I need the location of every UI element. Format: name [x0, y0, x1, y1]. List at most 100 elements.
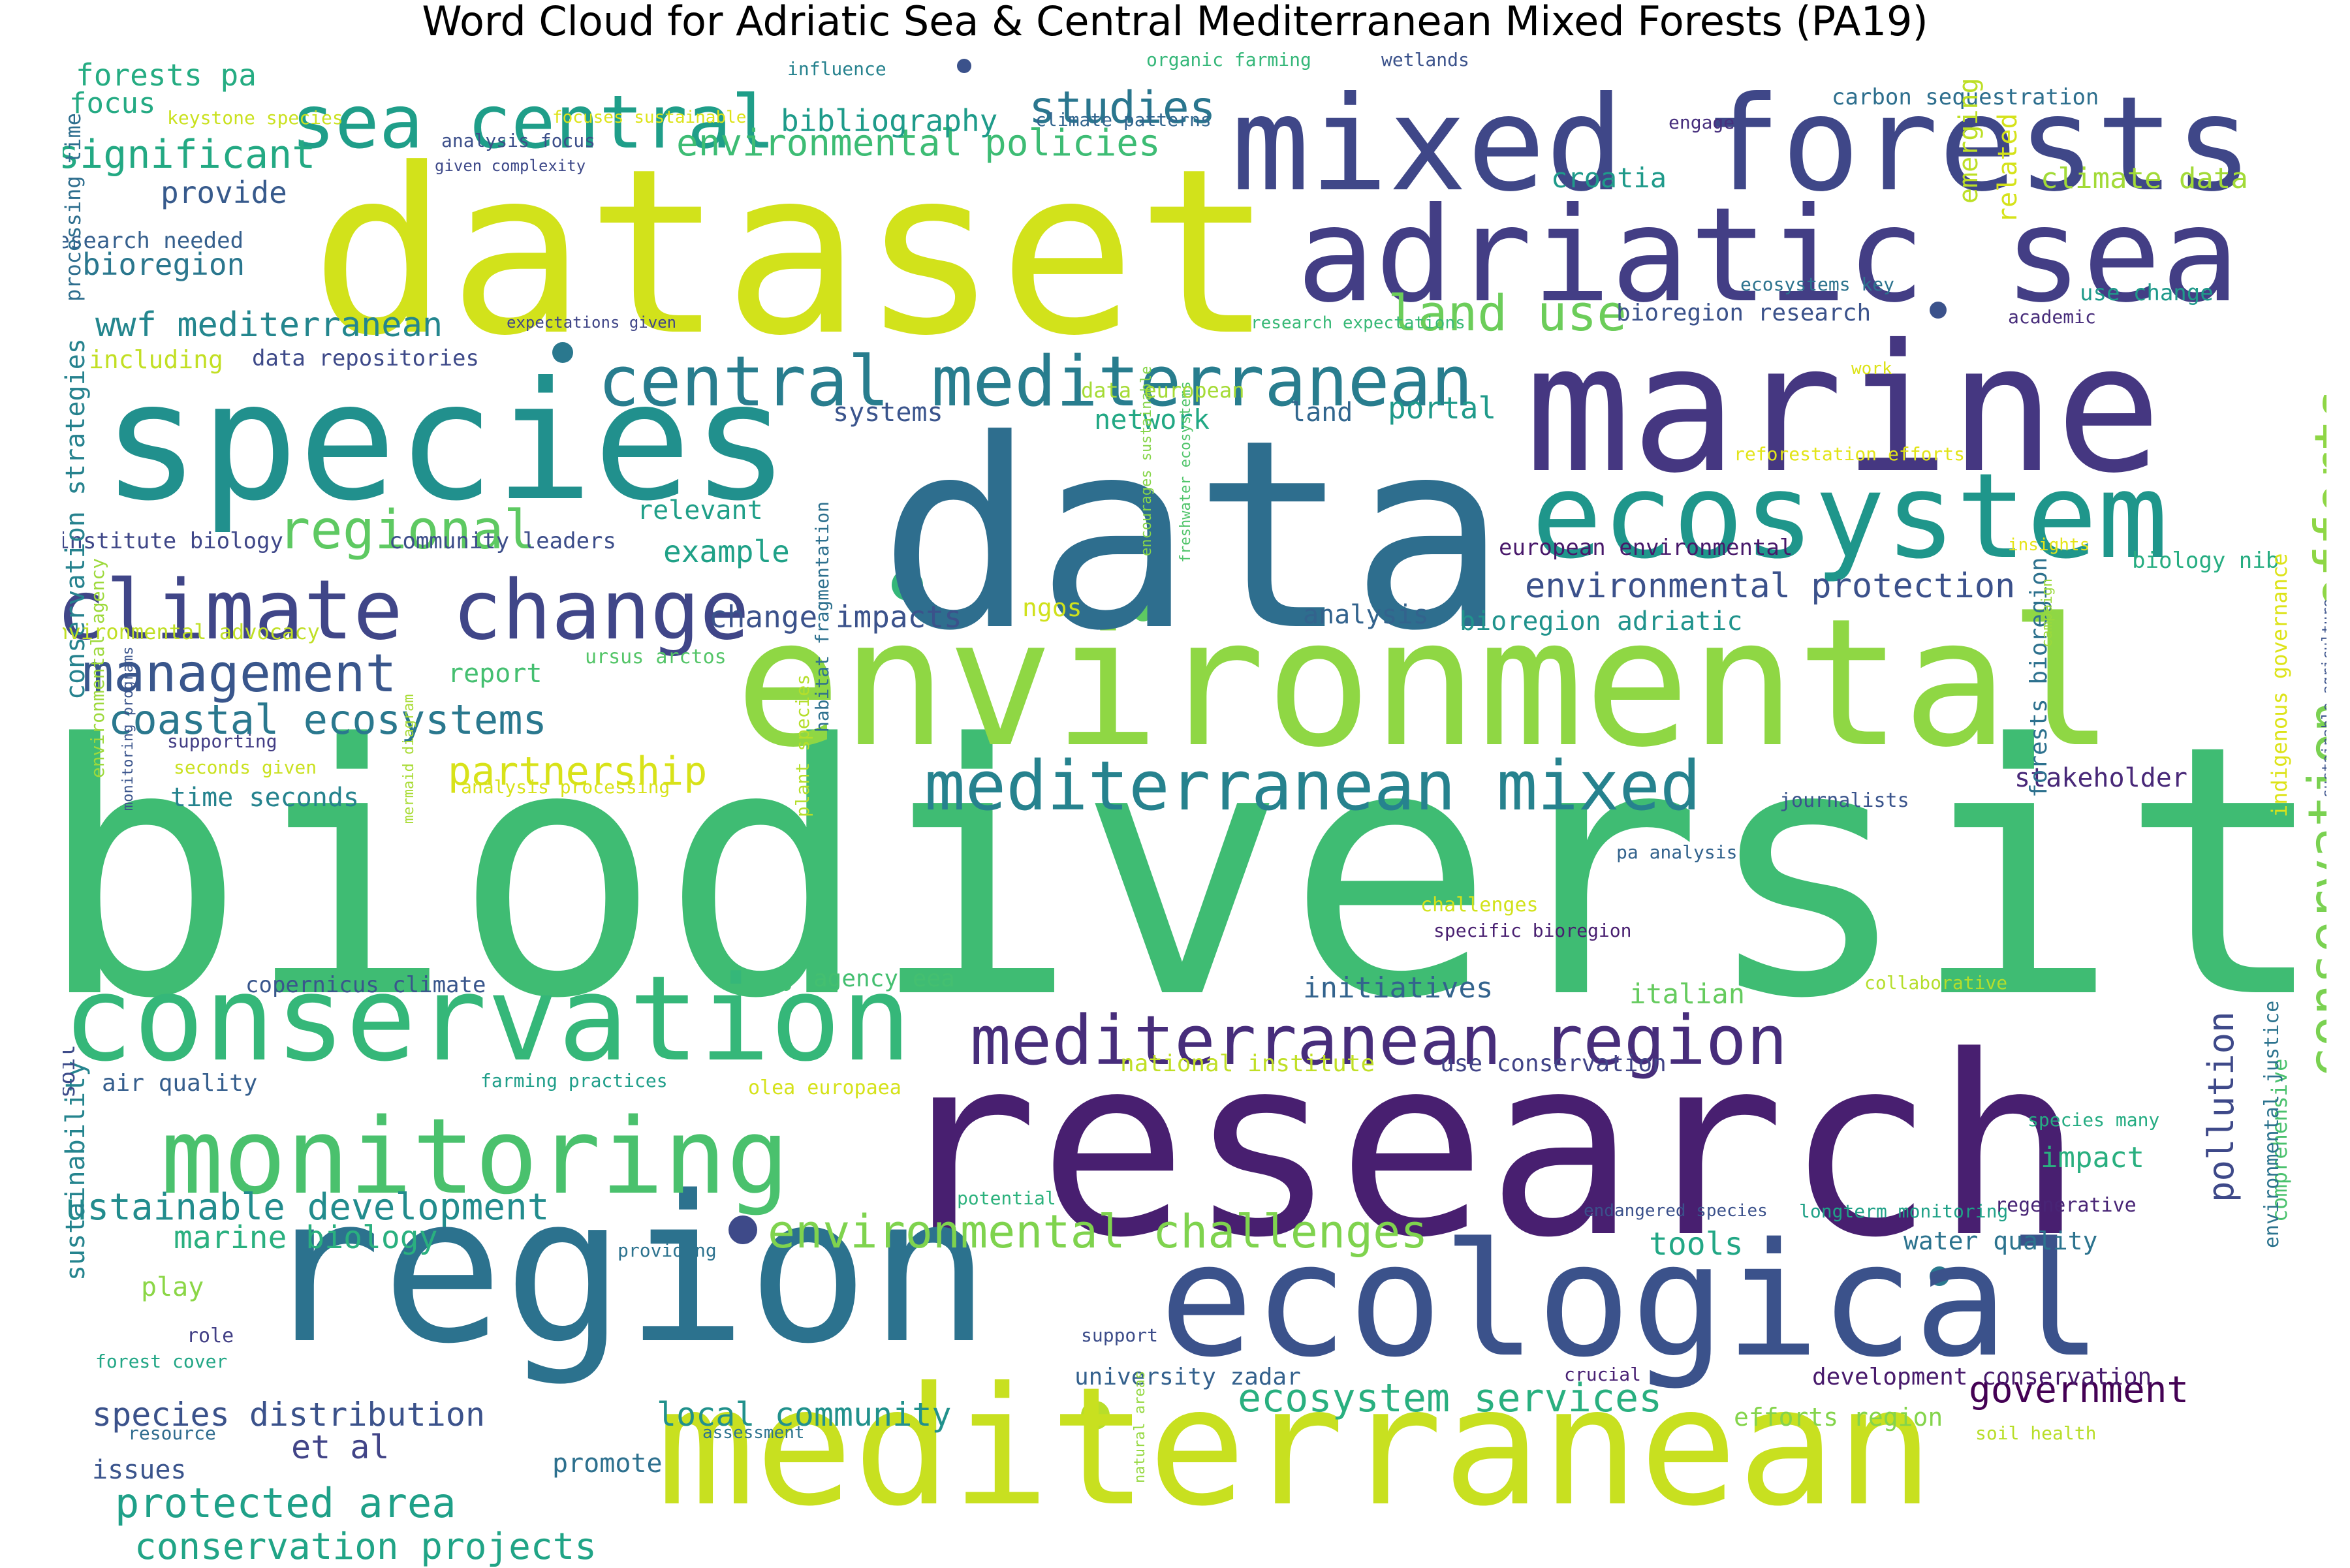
- word-resource: resource: [128, 1422, 216, 1444]
- word-pa-analysis: pa analysis: [1616, 841, 1738, 863]
- dot: [552, 342, 573, 363]
- dot: [892, 569, 923, 601]
- word-regenerative: regenerative: [1995, 1194, 2137, 1217]
- word-soil: soil: [63, 1044, 80, 1098]
- word-farming-practices: farming practices: [480, 1070, 668, 1091]
- word-research-expectations: research expectations: [1251, 313, 1465, 333]
- word-focus: focus: [69, 87, 156, 120]
- word-regional: regional: [278, 499, 536, 561]
- word-sea-central: sea central: [291, 80, 776, 165]
- word-wwf-mediterranean: wwf mediterranean: [95, 306, 443, 345]
- word-environmental-agency: environmental agency: [87, 557, 108, 778]
- word-marine-biology: marine biology: [174, 1219, 438, 1256]
- word-indigenous-governance: indigenous governance: [2267, 553, 2292, 817]
- word-forest-cover: forest cover: [95, 1351, 228, 1372]
- word-species: species: [102, 347, 790, 537]
- word-bioregion-research: bioregion research: [1616, 300, 1872, 326]
- word-stakeholder: stakeholder: [2014, 763, 2187, 793]
- word-habitat-fragmentation: habitat fragmentation: [811, 501, 833, 732]
- dot: [1930, 302, 1947, 319]
- word-provide: provide: [161, 175, 287, 210]
- word-use-conservation: use conservation: [1440, 1050, 1667, 1077]
- word-play: play: [141, 1272, 204, 1302]
- word-systems: systems: [833, 398, 943, 428]
- word-environmental-protection: environmental protection: [1525, 567, 2016, 606]
- word-data-repositories: data repositories: [252, 345, 479, 371]
- word-agency-eea: agency eea: [813, 965, 955, 992]
- word-species-many: species many: [2028, 1109, 2160, 1131]
- word-bioregion-adriatic: bioregion adriatic: [1460, 606, 1743, 636]
- word-mediterranean-mixed: mediterranean mixed: [924, 746, 1701, 826]
- word-challenges: challenges: [1420, 894, 1539, 917]
- word-longterm-monitoring: longterm monitoring: [1799, 1200, 2009, 1222]
- word-analysis-processing: analysis processing: [461, 776, 670, 798]
- word-studies: studies: [1029, 82, 1216, 134]
- word-portal: portal: [1388, 390, 1497, 426]
- word-ecological: ecological: [1159, 1209, 2103, 1392]
- word-issues: issues: [92, 1455, 187, 1485]
- word-copernicus-climate: copernicus climate: [245, 972, 486, 998]
- word-community-leaders: community leaders: [389, 528, 616, 554]
- word-ecosystems-key: ecosystems key: [1740, 274, 1895, 295]
- word-significant: significant: [63, 132, 316, 178]
- word-crucial: crucial: [1564, 1364, 1642, 1385]
- word-natural-areas: natural areas: [1132, 1370, 1148, 1483]
- word-assessment: assessment: [702, 1423, 805, 1443]
- word-given-complexity: given complexity: [435, 157, 586, 175]
- word-environmental-policies: environmental policies: [676, 122, 1161, 165]
- word-croatia: croatia: [1551, 162, 1667, 194]
- word-freshwater-ecosystems: freshwater ecosystems: [1178, 381, 1194, 563]
- word-conservation: conservation: [63, 951, 912, 1088]
- word-potential: potential: [957, 1187, 1056, 1209]
- word-water-quality: water quality: [1904, 1227, 2098, 1255]
- word-seconds-given: seconds given: [174, 757, 317, 778]
- word-engage: engage: [1668, 112, 1735, 133]
- word-development-conservation: development conservation: [1812, 1364, 2152, 1390]
- word-climate-data: climate data: [2041, 162, 2248, 195]
- word-ecosystem: ecosystem: [1531, 448, 2169, 585]
- word-endangered-species: endangered species: [1584, 1201, 1768, 1221]
- word-partnership: partnership: [448, 749, 708, 794]
- word-insights: insights: [2008, 535, 2090, 555]
- word-role: role: [187, 1325, 234, 1347]
- dot: [728, 1215, 757, 1244]
- word-relevant: relevant: [637, 495, 763, 525]
- word-monitoring-programs: monitoring programs: [120, 646, 136, 811]
- word-academic: academic: [2008, 306, 2096, 328]
- word-cloud: biodiversity research environmental data dat…: [63, 47, 2326, 1568]
- word-climate-patterns: climate patterns: [1035, 109, 1212, 131]
- word-monitoring: monitoring: [161, 1095, 790, 1217]
- word-forests-pa: forests pa: [76, 57, 257, 93]
- word-journalists: journalists: [1779, 789, 1909, 812]
- word-processing-time: processing time: [63, 113, 86, 302]
- word-dataset: dataset: [311, 119, 1274, 386]
- word-institute-biology: institute biology: [63, 528, 283, 554]
- word-campaign: campaign: [2039, 578, 2056, 648]
- word-organic-farming: organic farming: [1146, 49, 1311, 71]
- word-data-european: data european: [1081, 378, 1245, 403]
- word-bibliography: bibliography: [781, 103, 998, 138]
- word-environmental-advocacy: environmental advocacy: [63, 619, 320, 644]
- word-biology-nib: biology nib: [2132, 548, 2280, 574]
- word-national-institute: national institute: [1120, 1050, 1375, 1077]
- word-region: region: [260, 1153, 991, 1388]
- word-biodiversity: biodiversity: [63, 671, 2326, 1074]
- word-mediterranean-region: mediterranean region: [970, 1001, 1788, 1080]
- word-efforts: efforts: [2304, 388, 2326, 608]
- word-emerging: emerging: [1954, 78, 1984, 204]
- word-report: report: [448, 659, 542, 689]
- word-plant-species: plant species: [792, 674, 813, 817]
- word-related: related: [1993, 113, 2023, 223]
- word-promote: promote: [552, 1449, 663, 1479]
- word-soil-health: soil health: [1975, 1422, 2097, 1444]
- word-research-needed: research needed: [63, 228, 244, 254]
- word-network: network: [1094, 403, 1210, 435]
- word-protected-area: protected area: [115, 1479, 456, 1527]
- word-analysis-focus: analysis focus: [441, 130, 596, 151]
- word-work: work: [1851, 359, 1892, 379]
- word-efforts-region: efforts region: [1734, 1403, 1943, 1432]
- word-research: research: [889, 1003, 2084, 1292]
- word-analysis: analysis: [1303, 600, 1429, 630]
- word-local-community: local community: [657, 1396, 952, 1434]
- word-european-environmental: european environmental: [1499, 535, 1793, 561]
